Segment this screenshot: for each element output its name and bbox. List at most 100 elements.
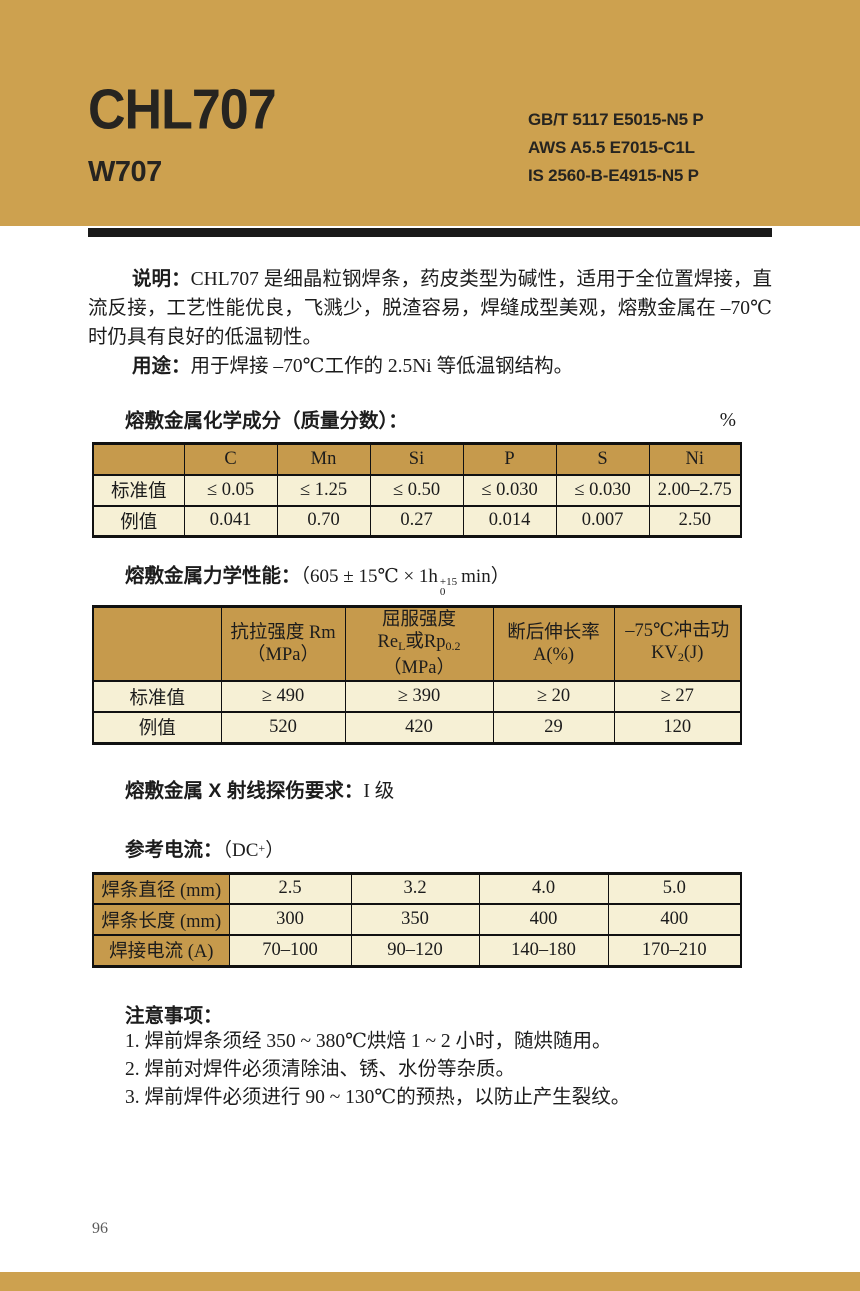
chem-row-label: 标准值 xyxy=(92,473,185,507)
mech-condition: （605 ± 15℃ × 1h +15 0 min） xyxy=(300,566,510,598)
tolerance-stack: +15 0 xyxy=(439,576,458,598)
table-row: 例值 520 420 29 120 xyxy=(92,711,742,744)
chem-title-label: 熔敷金属化学成分（质量分数）： xyxy=(125,410,408,432)
current-label: 参考电流： xyxy=(125,838,223,861)
table-row: 标准值 ≥ 490 ≥ 390 ≥ 20 ≥ 27 xyxy=(92,680,742,713)
current-cell: 3.2 xyxy=(350,872,480,905)
page-number: 96 xyxy=(92,1220,108,1237)
chem-cell: ≤ 1.25 xyxy=(276,473,371,507)
chem-cell: ≤ 0.030 xyxy=(462,473,557,507)
description-label: 说明： xyxy=(132,268,191,290)
chem-header-mn: Mn xyxy=(276,442,371,476)
notes-title: 注意事项： xyxy=(125,1004,223,1027)
xray-label: 熔敷金属 X 射线探伤要求： xyxy=(125,779,364,802)
chem-row-label: 例值 xyxy=(92,504,185,538)
chem-cell: 2.50 xyxy=(648,504,742,538)
description-text: CHL707 是细晶粒钢焊条，药皮类型为碱性，适用于全位置焊接，直流反接，工艺性… xyxy=(88,269,772,348)
mech-row-label: 例值 xyxy=(92,711,222,744)
current-cell: 5.0 xyxy=(607,872,742,905)
standards-list: GB/T 5117 E5015-N5 P AWS A5.5 E7015-C1L … xyxy=(528,106,704,190)
table-row: 标准值 ≤ 0.05 ≤ 1.25 ≤ 0.50 ≤ 0.030 ≤ 0.030… xyxy=(92,473,742,507)
chem-header-row: C Mn Si P S Ni xyxy=(92,442,742,476)
current-row-label: 焊条长度 (mm) xyxy=(92,903,230,936)
current-table: 焊条直径 (mm) 2.5 3.2 4.0 5.0 焊条长度 (mm) 300 … xyxy=(92,871,742,968)
notes-section: 注意事项： 1. 焊前焊条须经 350 ~ 380℃烘焙 1 ~ 2 小时，随烘… xyxy=(125,999,772,1112)
chem-cell: ≤ 0.50 xyxy=(369,473,464,507)
chem-cell: 0.70 xyxy=(276,504,371,538)
chem-header-p: P xyxy=(462,442,557,476)
chem-header-si: Si xyxy=(369,442,464,476)
current-cell: 140–180 xyxy=(478,934,609,967)
current-row-label: 焊接电流 (A) xyxy=(92,934,230,967)
mech-cell: 29 xyxy=(492,711,615,744)
chem-header-c: C xyxy=(183,442,278,476)
standard-aws: AWS A5.5 E7015-C1L xyxy=(528,138,695,157)
chem-cell: 0.27 xyxy=(369,504,464,538)
current-row-label: 焊条直径 (mm) xyxy=(92,872,230,905)
chem-table: C Mn Si P S Ni 标准值 ≤ 0.05 ≤ 1.25 ≤ 0.50 … xyxy=(92,442,742,538)
chem-cell: 0.014 xyxy=(462,504,557,538)
chem-cell: 0.007 xyxy=(555,504,650,538)
chem-header-s: S xyxy=(555,442,650,476)
note-item-1: 1. 焊前焊条须经 350 ~ 380℃烘焙 1 ~ 2 小时，随烘随用。 xyxy=(125,1030,612,1052)
xray-line: 熔敷金属 X 射线探伤要求：I 级 xyxy=(125,778,772,805)
header-band: CHL707 W707 GB/T 5117 E5015-N5 P AWS A5.… xyxy=(0,0,860,226)
chem-header-blank xyxy=(92,442,185,476)
current-cell: 350 xyxy=(350,903,480,936)
chem-cell: 0.041 xyxy=(183,504,278,538)
product-title: CHL707 xyxy=(88,78,277,142)
table-row: 例值 0.041 0.70 0.27 0.014 0.007 2.50 xyxy=(92,504,742,538)
mech-header-blank xyxy=(92,605,222,682)
current-cell: 300 xyxy=(228,903,352,936)
current-cell: 2.5 xyxy=(228,872,352,905)
current-cell: 90–120 xyxy=(350,934,480,967)
mech-header-elongation: 断后伸长率 A(%) xyxy=(492,605,615,682)
brand-block: CHL707 W707 xyxy=(88,78,277,189)
mech-cell: 520 xyxy=(220,711,346,744)
current-section-title: 参考电流：（DC+） xyxy=(125,835,772,864)
mech-cell: ≥ 20 xyxy=(492,680,615,713)
mech-header-impact: –75℃冲击功 KV2(J) xyxy=(613,605,742,682)
mech-title-label: 熔敷金属力学性能： xyxy=(125,565,301,587)
chem-unit: % xyxy=(719,410,736,431)
description-paragraph: 说明：CHL707 是细晶粒钢焊条，药皮类型为碱性，适用于全位置焊接，直流反接，… xyxy=(88,265,772,352)
mech-header-yield: 屈服强度 ReL或Rp0.2（MPa） xyxy=(344,605,494,682)
chem-section-title: 熔敷金属化学成分（质量分数）： % xyxy=(125,408,736,434)
standard-is: IS 2560-B-E4915-N5 P xyxy=(528,166,699,185)
product-subtitle: W707 xyxy=(88,156,162,188)
mech-table: 抗拉强度 Rm （MPa） 屈服强度 ReL或Rp0.2（MPa） 断后伸长率 A(%… xyxy=(92,605,742,745)
mech-cell: ≥ 390 xyxy=(344,680,494,713)
chem-header-ni: Ni xyxy=(648,442,742,476)
divider-bar xyxy=(88,228,772,237)
note-item-3: 3. 焊前焊件必须进行 90 ~ 130℃的预热，以防止产生裂纹。 xyxy=(125,1086,631,1108)
mech-row-label: 标准值 xyxy=(92,680,222,713)
usage-paragraph: 用途：用于焊接 –70℃工作的 2.5Ni 等低温钢结构。 xyxy=(88,352,772,381)
table-row: 焊条长度 (mm) 300 350 400 400 xyxy=(92,903,742,936)
xray-value: I 级 xyxy=(363,780,395,802)
mech-cell: ≥ 490 xyxy=(220,680,346,713)
chem-cell: 2.00–2.75 xyxy=(648,473,742,507)
current-cell: 170–210 xyxy=(607,934,742,967)
usage-text: 用于焊接 –70℃工作的 2.5Ni 等低温钢结构。 xyxy=(190,356,574,377)
current-cell: 400 xyxy=(478,903,609,936)
page-content: 说明：CHL707 是细晶粒钢焊条，药皮类型为碱性，适用于全位置焊接，直流反接，… xyxy=(0,265,860,1112)
mech-cell: ≥ 27 xyxy=(613,680,742,713)
mech-cell: 120 xyxy=(613,711,742,744)
table-row: 焊条直径 (mm) 2.5 3.2 4.0 5.0 xyxy=(92,872,742,905)
current-condition: （DC+） xyxy=(222,839,285,861)
chem-cell: ≤ 0.030 xyxy=(555,473,650,507)
current-cell: 4.0 xyxy=(478,872,609,905)
note-item-2: 2. 焊前对焊件必须清除油、锈、水份等杂质。 xyxy=(125,1058,516,1080)
mech-section-title: 熔敷金属力学性能：（605 ± 15℃ × 1h +15 0 min） xyxy=(125,563,772,598)
table-row: 焊接电流 (A) 70–100 90–120 140–180 170–210 xyxy=(92,934,742,967)
footer-band xyxy=(0,1272,860,1291)
usage-label: 用途： xyxy=(132,355,191,377)
mech-header-row: 抗拉强度 Rm （MPa） 屈服强度 ReL或Rp0.2（MPa） 断后伸长率 A(%… xyxy=(92,605,742,682)
chem-cell: ≤ 0.05 xyxy=(183,473,278,507)
mech-cell: 420 xyxy=(344,711,494,744)
current-cell: 70–100 xyxy=(228,934,352,967)
mech-header-tensile: 抗拉强度 Rm （MPa） xyxy=(220,605,346,682)
standard-gbt: GB/T 5117 E5015-N5 P xyxy=(528,110,704,129)
current-cell: 400 xyxy=(607,903,742,936)
